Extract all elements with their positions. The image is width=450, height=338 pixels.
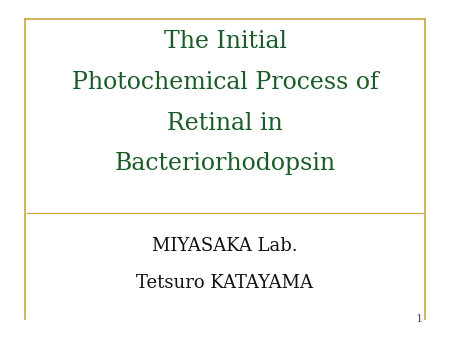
Text: Bacteriorhodopsin: Bacteriorhodopsin [114,152,336,175]
Text: Photochemical Process of: Photochemical Process of [72,71,378,94]
Text: Retinal in: Retinal in [167,112,283,135]
Text: The Initial: The Initial [163,30,287,53]
Text: 1: 1 [416,314,423,324]
Text: MIYASAKA Lab.: MIYASAKA Lab. [152,237,298,255]
Text: Tetsuro KATAYAMA: Tetsuro KATAYAMA [136,274,314,292]
